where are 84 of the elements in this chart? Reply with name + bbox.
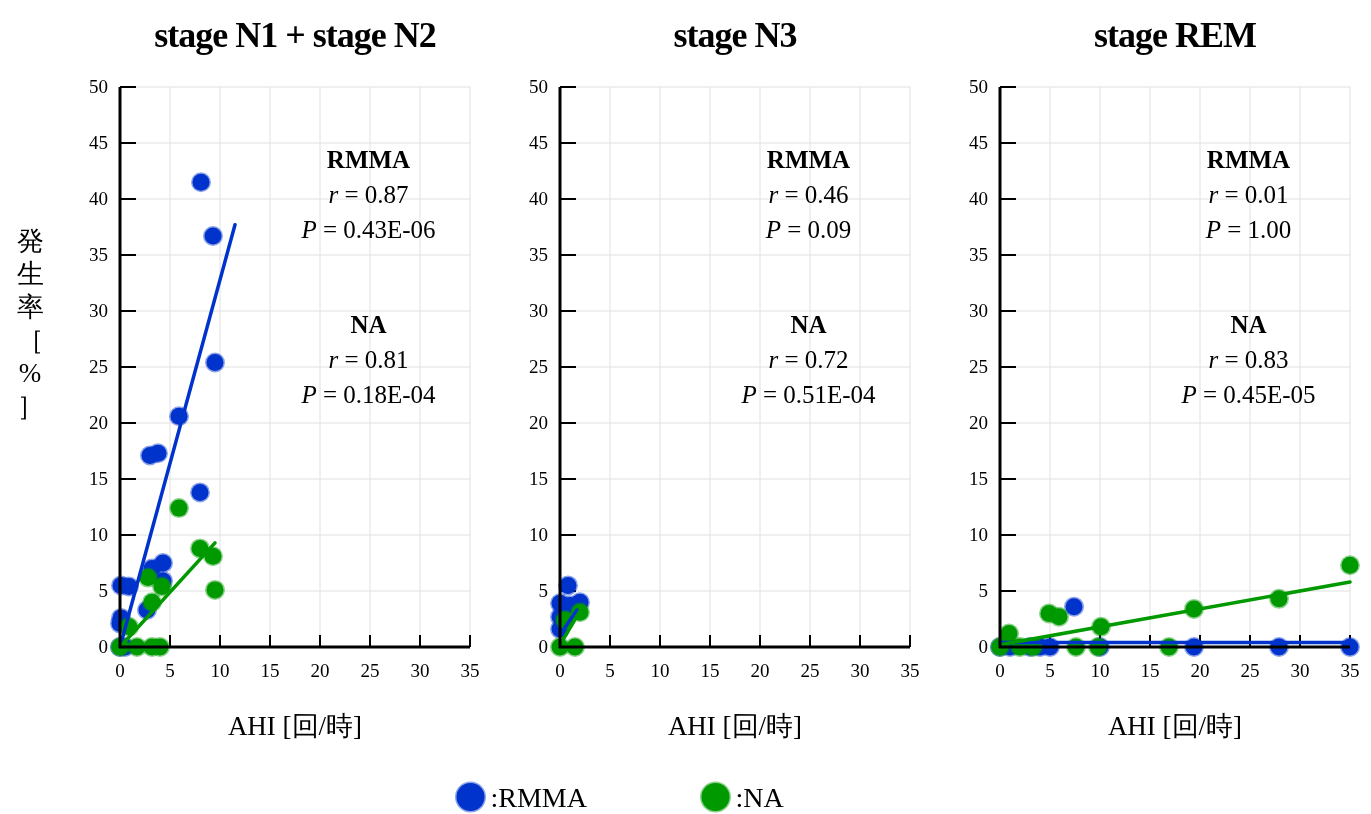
x-tick-label: 35 <box>900 660 920 681</box>
x-tick-label: 30 <box>850 660 870 681</box>
annotation: P = 0.51E-04 <box>740 381 877 408</box>
annotation: NA <box>1230 311 1267 338</box>
x-tick-label: 10 <box>1090 660 1110 681</box>
y-tick-label: 30 <box>529 300 548 321</box>
x-tick-label: 15 <box>260 660 280 681</box>
y-tick-label: 5 <box>538 580 548 601</box>
annotation: r = 0.81 <box>328 346 409 373</box>
annotation: P = 1.00 <box>1204 216 1292 243</box>
annotation: P = 0.45E-05 <box>1180 381 1316 408</box>
annotation: r = 0.83 <box>1208 346 1289 373</box>
legend-label: :NA <box>735 782 785 813</box>
legend-label: :RMMA <box>490 782 588 813</box>
x-tick-label: 35 <box>1340 660 1360 681</box>
chart-title: stage REM <box>1094 15 1256 55</box>
annotation: r = 0.46 <box>768 181 849 208</box>
y-tick-label: 25 <box>89 356 108 377</box>
y-tick-label: 10 <box>969 524 988 545</box>
x-axis-title: AHI [回/時] <box>667 711 803 741</box>
y-tick-label: 40 <box>89 188 108 209</box>
x-tick-label: 30 <box>410 660 430 681</box>
y-axis-title: 発生率［%］ <box>16 226 44 421</box>
x-tick-label: 0 <box>555 660 565 681</box>
y-tick-label: 5 <box>98 580 108 601</box>
x-tick-label: 15 <box>1140 660 1160 681</box>
x-tick-label: 15 <box>700 660 720 681</box>
y-tick-label: 15 <box>969 468 988 489</box>
x-tick-label: 20 <box>1190 660 1210 681</box>
annotation: NA <box>350 311 387 338</box>
y-tick-label: 50 <box>89 76 108 97</box>
y-tick-label: 40 <box>969 188 988 209</box>
annotation: NA <box>790 311 827 338</box>
annotation: r = 0.01 <box>1208 181 1289 208</box>
x-tick-label: 25 <box>360 660 380 681</box>
annotation: RMMA <box>1206 146 1291 173</box>
x-tick-label: 0 <box>115 660 125 681</box>
chart-title: stage N1 + stage N2 <box>154 15 436 55</box>
y-tick-label: 10 <box>89 524 108 545</box>
x-tick-label: 0 <box>995 660 1005 681</box>
y-tick-label: 0 <box>538 636 548 657</box>
y-tick-label: 0 <box>978 636 988 657</box>
x-tick-label: 20 <box>750 660 770 681</box>
x-tick-label: 25 <box>1240 660 1260 681</box>
y-tick-label: 30 <box>89 300 108 321</box>
y-tick-label: 20 <box>89 412 108 433</box>
y-tick-label: 20 <box>529 412 548 433</box>
x-axis-title: AHI [回/時] <box>227 711 363 741</box>
y-tick-label: 35 <box>529 244 548 265</box>
y-tick-label: 50 <box>529 76 548 97</box>
y-tick-label: 30 <box>969 300 988 321</box>
x-tick-label: 5 <box>605 660 615 681</box>
y-tick-label: 0 <box>98 636 108 657</box>
annotation: P = 0.18E-04 <box>300 381 437 408</box>
x-tick-label: 5 <box>1045 660 1055 681</box>
annotation: r = 0.72 <box>768 346 849 373</box>
annotation: RMMA <box>326 146 411 173</box>
x-tick-label: 35 <box>460 660 480 681</box>
y-tick-label: 15 <box>89 468 108 489</box>
x-tick-label: 30 <box>1290 660 1310 681</box>
x-tick-label: 10 <box>210 660 230 681</box>
y-tick-label: 45 <box>969 132 988 153</box>
x-axis-title: AHI [回/時] <box>1107 711 1243 741</box>
y-tick-label: 40 <box>529 188 548 209</box>
x-tick-label: 10 <box>650 660 670 681</box>
y-tick-label: 35 <box>969 244 988 265</box>
x-tick-label: 5 <box>165 660 175 681</box>
annotation: P = 0.09 <box>764 216 852 243</box>
annotation: r = 0.87 <box>328 181 409 208</box>
x-tick-label: 20 <box>310 660 330 681</box>
annotation: P = 0.43E-06 <box>300 216 436 243</box>
y-tick-label: 25 <box>969 356 988 377</box>
x-tick-label: 25 <box>800 660 820 681</box>
y-tick-label: 25 <box>529 356 548 377</box>
y-tick-label: 45 <box>529 132 548 153</box>
y-tick-label: 20 <box>969 412 988 433</box>
y-tick-label: 35 <box>89 244 108 265</box>
y-tick-label: 45 <box>89 132 108 153</box>
y-tick-label: 15 <box>529 468 548 489</box>
y-tick-label: 5 <box>978 580 988 601</box>
annotation: RMMA <box>766 146 851 173</box>
chart-title: stage N3 <box>673 15 797 55</box>
y-tick-label: 10 <box>529 524 548 545</box>
y-tick-label: 50 <box>969 76 988 97</box>
